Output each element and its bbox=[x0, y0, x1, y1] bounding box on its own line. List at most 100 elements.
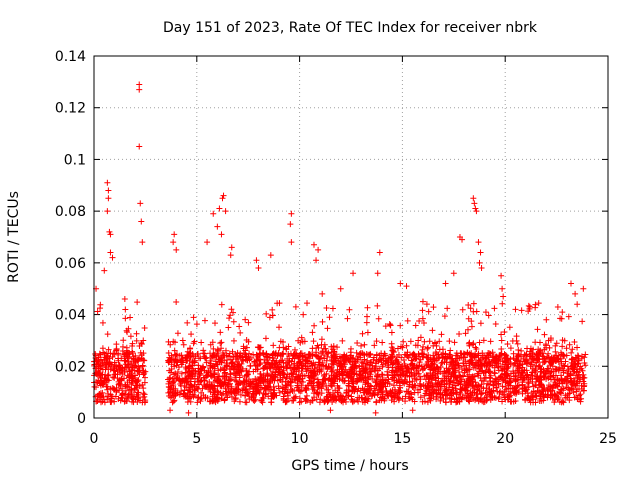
data-point bbox=[575, 372, 582, 379]
data-point bbox=[407, 369, 414, 376]
x-tick-label: 5 bbox=[192, 431, 201, 447]
data-point bbox=[123, 387, 130, 394]
data-point bbox=[502, 355, 509, 362]
data-point bbox=[338, 354, 345, 361]
data-point bbox=[176, 377, 183, 384]
data-point bbox=[245, 338, 252, 345]
data-point bbox=[93, 363, 100, 370]
data-point bbox=[519, 382, 526, 389]
data-point bbox=[470, 300, 477, 307]
data-point bbox=[178, 382, 185, 389]
data-point bbox=[437, 391, 444, 398]
data-point bbox=[534, 326, 541, 333]
data-point bbox=[242, 353, 249, 360]
data-point bbox=[354, 378, 361, 385]
data-point bbox=[322, 397, 329, 404]
data-point bbox=[315, 391, 322, 398]
data-point bbox=[482, 360, 489, 367]
data-point bbox=[374, 270, 381, 277]
data-point bbox=[380, 353, 387, 360]
data-point bbox=[310, 241, 317, 248]
data-point bbox=[409, 407, 416, 414]
data-point bbox=[498, 350, 505, 357]
data-point bbox=[437, 397, 444, 404]
data-point bbox=[546, 344, 553, 351]
data-point bbox=[298, 361, 305, 368]
data-point bbox=[542, 370, 549, 377]
data-point bbox=[228, 306, 235, 313]
data-point bbox=[468, 357, 475, 364]
data-point bbox=[295, 352, 302, 359]
data-point bbox=[104, 383, 111, 390]
data-point bbox=[459, 236, 466, 243]
data-point bbox=[126, 351, 133, 358]
data-point bbox=[493, 353, 500, 360]
data-point bbox=[370, 356, 377, 363]
data-point bbox=[297, 388, 304, 395]
data-point bbox=[107, 231, 114, 238]
data-point bbox=[142, 398, 149, 405]
data-point bbox=[366, 365, 373, 372]
data-point bbox=[423, 301, 430, 308]
data-point bbox=[330, 357, 337, 364]
data-point bbox=[287, 379, 294, 386]
data-point bbox=[242, 399, 249, 406]
data-point bbox=[418, 383, 425, 390]
data-point bbox=[187, 345, 194, 352]
data-point bbox=[452, 385, 459, 392]
data-point bbox=[194, 375, 201, 382]
data-point bbox=[493, 384, 500, 391]
data-point bbox=[569, 364, 576, 371]
data-point bbox=[188, 331, 195, 338]
y-axis-label: ROTI / TECUs bbox=[6, 191, 22, 283]
data-point bbox=[500, 293, 507, 300]
data-point bbox=[375, 389, 382, 396]
data-point bbox=[392, 386, 399, 393]
data-point bbox=[554, 303, 561, 310]
data-point bbox=[280, 367, 287, 374]
data-point bbox=[437, 364, 444, 371]
data-point bbox=[214, 223, 221, 230]
data-point bbox=[372, 409, 379, 416]
data-point bbox=[169, 375, 176, 382]
data-point bbox=[433, 350, 440, 357]
data-point bbox=[186, 372, 193, 379]
y-tick-label: 0.12 bbox=[55, 101, 86, 117]
data-point bbox=[498, 363, 505, 370]
data-point bbox=[253, 257, 260, 264]
data-point bbox=[116, 363, 123, 370]
data-point bbox=[212, 320, 218, 327]
data-point bbox=[139, 239, 146, 246]
data-point bbox=[471, 389, 478, 396]
data-point bbox=[205, 369, 212, 376]
data-point bbox=[327, 407, 334, 414]
data-point bbox=[218, 345, 225, 352]
data-point bbox=[131, 393, 137, 400]
data-point bbox=[563, 384, 570, 391]
data-point bbox=[450, 270, 457, 277]
data-point bbox=[504, 373, 511, 380]
data-point bbox=[276, 300, 283, 307]
data-point bbox=[558, 315, 565, 322]
data-point bbox=[359, 330, 366, 337]
data-point bbox=[475, 239, 482, 246]
data-point bbox=[222, 347, 229, 354]
data-point bbox=[362, 374, 369, 381]
data-point bbox=[317, 396, 324, 403]
data-point bbox=[122, 357, 129, 364]
data-point bbox=[536, 378, 543, 385]
data-point bbox=[466, 350, 473, 357]
data-point bbox=[519, 361, 526, 368]
data-point bbox=[464, 373, 471, 380]
data-point bbox=[297, 360, 304, 367]
data-point bbox=[533, 393, 540, 400]
data-point bbox=[201, 350, 208, 357]
data-point bbox=[107, 249, 114, 256]
data-point bbox=[379, 393, 386, 400]
data-point bbox=[255, 265, 262, 272]
data-point bbox=[364, 329, 371, 336]
data-point bbox=[413, 364, 420, 371]
data-point bbox=[269, 368, 276, 375]
data-point bbox=[535, 300, 542, 307]
data-point bbox=[348, 366, 355, 373]
